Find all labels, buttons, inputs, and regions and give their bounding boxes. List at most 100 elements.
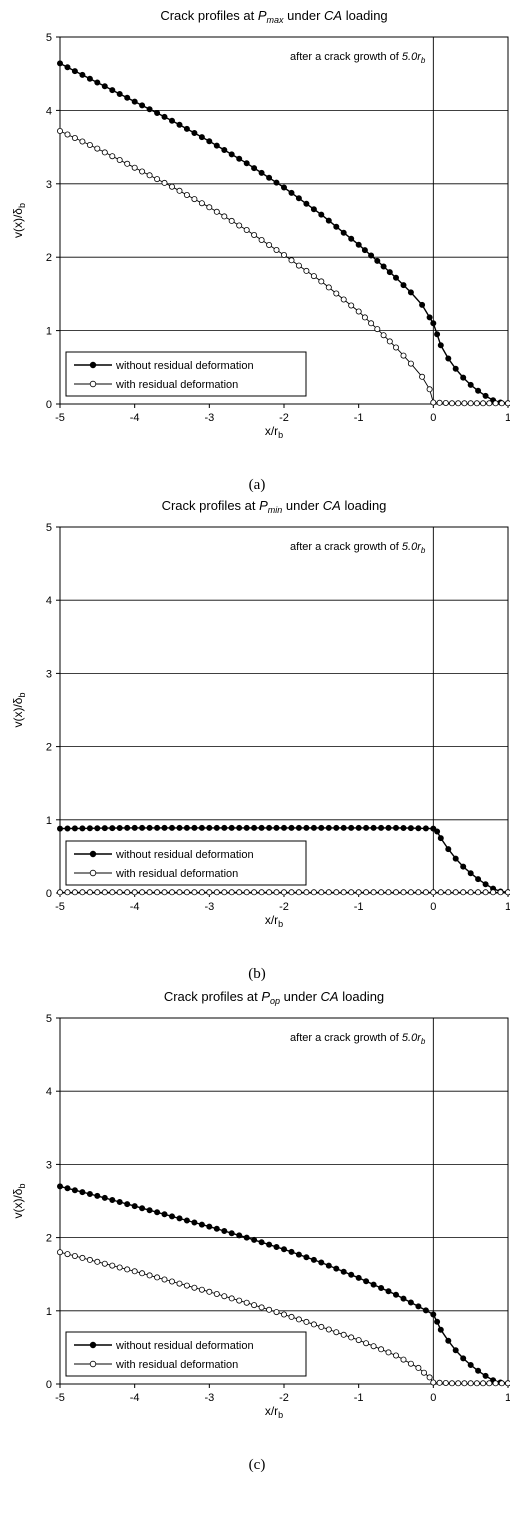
data-point	[213, 1225, 220, 1232]
data-point	[378, 824, 385, 831]
data-point	[191, 889, 198, 896]
legend-box	[65, 1331, 307, 1377]
data-point	[467, 1362, 474, 1369]
data-point	[198, 889, 205, 896]
data-point	[392, 824, 399, 831]
x-axis-label: x/rb	[265, 1404, 283, 1420]
data-point	[206, 889, 213, 896]
data-point	[280, 184, 287, 191]
data-point	[392, 889, 399, 896]
data-point	[288, 1248, 295, 1255]
data-point	[183, 191, 190, 198]
data-point	[191, 1284, 198, 1291]
data-point	[492, 400, 499, 407]
data-point	[460, 889, 467, 896]
legend-label: without residual deformation	[115, 360, 254, 372]
legend-label: with residual deformation	[115, 379, 238, 391]
legend-label: with residual deformation	[115, 1359, 238, 1371]
data-point	[448, 1380, 455, 1387]
data-point	[318, 824, 325, 831]
data-point	[422, 825, 429, 832]
data-point	[340, 296, 347, 303]
data-point	[139, 1270, 146, 1277]
data-point	[280, 1311, 287, 1318]
x-axis-label: x/rb	[265, 913, 283, 929]
data-point	[318, 1323, 325, 1330]
data-point	[161, 1276, 168, 1283]
data-point	[437, 1326, 444, 1333]
series-without-residual	[57, 1183, 510, 1387]
data-point	[288, 889, 295, 896]
data-point	[213, 824, 220, 831]
data-point	[161, 179, 168, 186]
data-point	[490, 889, 497, 896]
figure-caption: (b)	[248, 966, 266, 982]
data-point	[361, 314, 368, 321]
data-point	[79, 889, 86, 896]
data-point	[333, 223, 340, 230]
data-point	[370, 1281, 377, 1288]
series-with-residual	[57, 127, 510, 407]
legend-swatch-marker	[89, 1360, 97, 1368]
data-point	[131, 1203, 138, 1210]
data-point	[419, 301, 426, 308]
data-point	[86, 1256, 93, 1263]
data-point	[57, 1183, 64, 1190]
data-point	[176, 889, 183, 896]
data-point	[340, 1331, 347, 1338]
data-point	[124, 1201, 131, 1208]
data-point	[236, 155, 243, 162]
data-point	[482, 392, 489, 399]
data-point	[392, 1352, 399, 1359]
data-point	[497, 889, 504, 896]
data-point	[426, 386, 433, 393]
data-point	[266, 1306, 273, 1313]
data-point	[505, 889, 510, 896]
chart-title: Crack profiles at Pmax under CA loading	[160, 8, 387, 25]
data-point	[445, 355, 452, 362]
data-point	[131, 164, 138, 171]
data-point	[168, 183, 175, 190]
x-tick-label: -1	[354, 1392, 364, 1404]
data-point	[355, 824, 362, 831]
data-point	[378, 1285, 385, 1292]
data-point	[266, 241, 273, 248]
data-point	[303, 200, 310, 207]
data-point	[430, 399, 437, 406]
data-point	[258, 824, 265, 831]
data-point	[385, 1288, 392, 1295]
data-point	[198, 200, 205, 207]
data-point	[363, 889, 370, 896]
data-point	[154, 110, 161, 117]
y-tick-label: 5	[46, 522, 52, 534]
legend: without residual deformation with residua…	[65, 351, 307, 397]
data-point	[168, 1213, 175, 1220]
data-point	[400, 1356, 407, 1363]
data-point	[437, 835, 444, 842]
data-point	[116, 1264, 123, 1271]
x-tick-label: -5	[55, 1392, 65, 1404]
data-point	[374, 257, 381, 264]
data-point	[168, 824, 175, 831]
data-point	[482, 881, 489, 888]
x-tick-label: 0	[430, 1392, 436, 1404]
data-point	[258, 236, 265, 243]
figure-caption: (c)	[249, 1457, 266, 1473]
data-point	[318, 889, 325, 896]
legend-box	[65, 351, 307, 397]
data-point	[355, 1274, 362, 1281]
data-point	[442, 1380, 449, 1387]
data-point	[131, 889, 138, 896]
data-point	[325, 824, 332, 831]
data-point	[400, 825, 407, 832]
data-point	[109, 1197, 116, 1204]
data-point	[228, 889, 235, 896]
data-point	[191, 1219, 198, 1226]
plot-area	[59, 36, 509, 405]
data-point	[407, 889, 414, 896]
data-point	[146, 889, 153, 896]
data-point	[467, 1380, 474, 1387]
data-point	[385, 824, 392, 831]
y-tick-label: 4	[46, 595, 52, 607]
legend-box	[65, 840, 307, 886]
